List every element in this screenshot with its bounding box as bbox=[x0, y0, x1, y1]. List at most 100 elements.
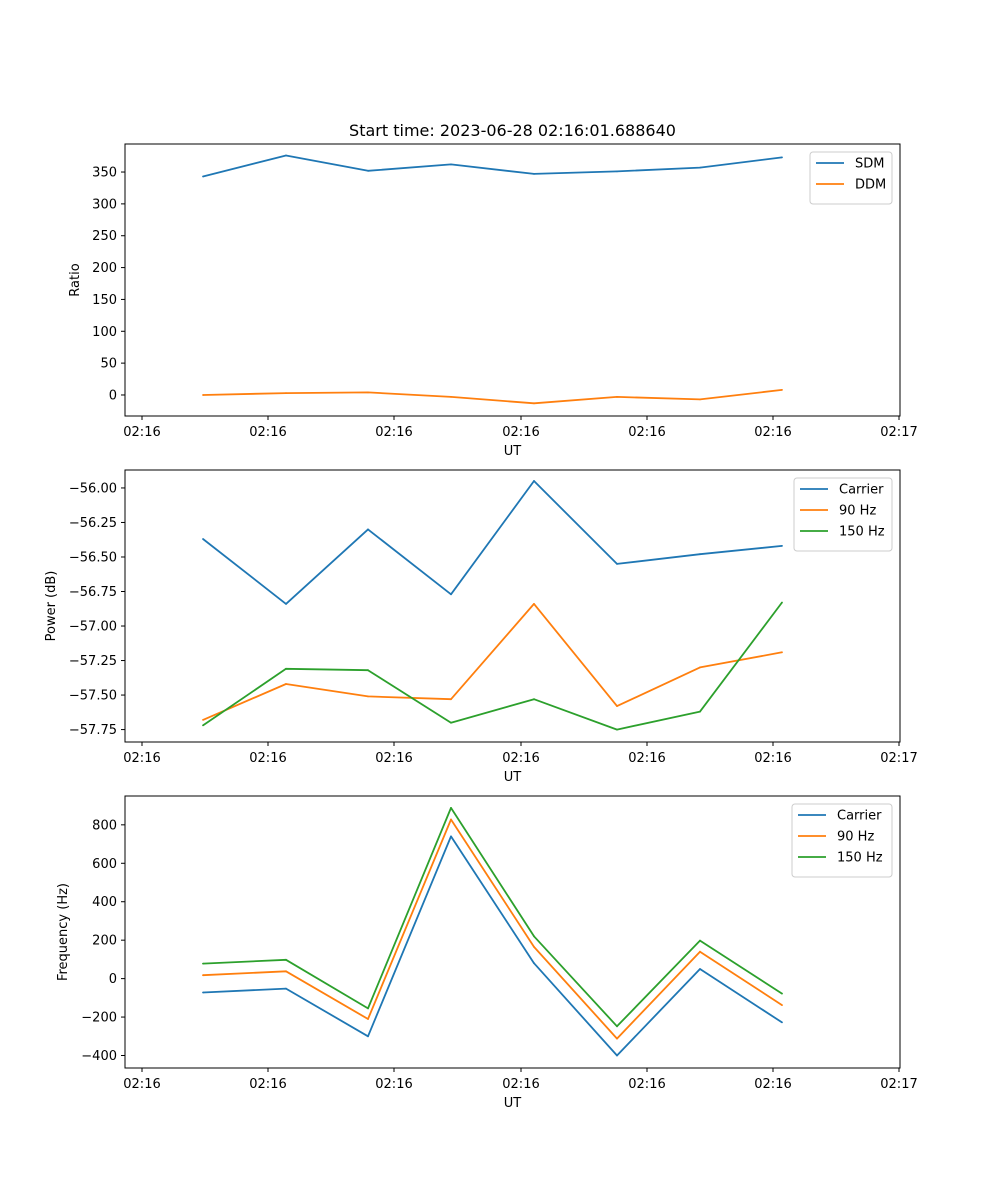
data-point bbox=[285, 667, 287, 670]
data-point bbox=[285, 392, 287, 394]
y-axis-label: Ratio bbox=[68, 263, 83, 296]
data-point bbox=[781, 1004, 783, 1006]
data-point bbox=[781, 156, 783, 159]
series-line-150-hz bbox=[202, 601, 783, 731]
plot-frame bbox=[124, 143, 901, 417]
data-point bbox=[781, 601, 783, 604]
x-tick-label: 02:16 bbox=[754, 751, 791, 766]
y-tick-label: 150 bbox=[92, 293, 117, 308]
data-point bbox=[533, 603, 535, 605]
data-point bbox=[367, 669, 369, 672]
figure-title: Start time: 2023-06-28 02:16:01.688640 bbox=[349, 121, 676, 140]
data-point bbox=[367, 528, 369, 531]
legend-label: Carrier bbox=[839, 483, 884, 498]
x-tick-label: 02:16 bbox=[628, 1077, 665, 1092]
data-point bbox=[285, 683, 287, 685]
data-point bbox=[781, 545, 783, 547]
x-tick-label: 02:16 bbox=[123, 1077, 160, 1092]
data-point bbox=[367, 391, 369, 394]
y-tick-label: −57.75 bbox=[69, 723, 117, 738]
legend-box bbox=[793, 477, 893, 552]
x-tick-label: 02:16 bbox=[375, 751, 412, 766]
x-tick-label: 02:16 bbox=[249, 425, 286, 440]
data-point bbox=[616, 705, 618, 707]
data-point bbox=[699, 939, 701, 942]
y-tick-label: −56.00 bbox=[69, 481, 117, 496]
data-point bbox=[450, 593, 452, 596]
data-point bbox=[202, 719, 204, 721]
data-point bbox=[616, 396, 618, 398]
y-tick-label: −56.25 bbox=[69, 516, 117, 531]
frequency-panel: 02:16 02:16 02:16 02:16 02:16 02:16 02:17 −400 −… bbox=[56, 795, 918, 1111]
x-tick-label: 02:16 bbox=[754, 1077, 791, 1092]
data-point bbox=[781, 992, 783, 995]
data-point bbox=[367, 1035, 369, 1038]
y-tick-label: 250 bbox=[92, 229, 117, 244]
data-point bbox=[533, 946, 535, 948]
data-point bbox=[202, 724, 204, 727]
x-tick-label: 02:16 bbox=[123, 425, 160, 440]
x-tick-label: 02:17 bbox=[880, 425, 917, 440]
data-point bbox=[533, 698, 535, 701]
x-tick-label: 02:16 bbox=[502, 1077, 539, 1092]
legend-label: SDM bbox=[855, 157, 884, 172]
y-tick-label: −56.75 bbox=[69, 585, 117, 600]
data-point bbox=[699, 950, 701, 953]
data-point bbox=[367, 169, 369, 172]
data-point bbox=[285, 603, 287, 605]
data-point bbox=[616, 1054, 618, 1057]
data-point bbox=[699, 968, 701, 970]
data-point bbox=[450, 163, 452, 166]
x-axis-label: UT bbox=[504, 1096, 522, 1111]
x-tick-label: 02:16 bbox=[754, 425, 791, 440]
y-tick-label: 200 bbox=[92, 934, 117, 949]
legend-box bbox=[791, 803, 893, 878]
data-point bbox=[616, 170, 618, 173]
data-point bbox=[533, 962, 535, 965]
y-tick-label: 0 bbox=[109, 388, 117, 403]
legend-label: 90 Hz bbox=[839, 504, 876, 519]
data-point bbox=[616, 563, 618, 565]
x-tick-label: 02:16 bbox=[375, 1077, 412, 1092]
x-tick-label: 02:16 bbox=[502, 751, 539, 766]
x-tick-label: 02:16 bbox=[502, 425, 539, 440]
power-panel: 02:16 02:16 02:16 02:16 02:16 02:16 02:17 −57.7… bbox=[44, 469, 918, 785]
data-point bbox=[285, 154, 287, 157]
x-tick-label: 02:16 bbox=[249, 751, 286, 766]
data-point bbox=[202, 538, 204, 540]
data-point bbox=[202, 175, 204, 178]
data-point bbox=[533, 935, 535, 938]
data-point bbox=[202, 962, 204, 965]
y-tick-label: 50 bbox=[100, 357, 117, 372]
legend-box bbox=[809, 151, 893, 205]
series-line-sdm bbox=[202, 154, 783, 178]
series-line-150-hz bbox=[202, 807, 783, 1028]
series-line-ddm bbox=[202, 389, 783, 405]
y-tick-label: 600 bbox=[92, 857, 117, 872]
data-point bbox=[285, 970, 287, 973]
x-tick-label: 02:16 bbox=[123, 751, 160, 766]
data-point bbox=[367, 1018, 369, 1020]
y-tick-label: −400 bbox=[81, 1049, 117, 1064]
data-point bbox=[450, 721, 452, 724]
data-point bbox=[450, 698, 452, 701]
data-point bbox=[699, 666, 701, 669]
y-axis-label: Power (dB) bbox=[44, 571, 59, 642]
data-point bbox=[533, 173, 535, 175]
legend-label: DDM bbox=[855, 178, 886, 193]
data-point bbox=[202, 974, 204, 977]
data-point bbox=[616, 728, 618, 731]
data-point bbox=[285, 958, 287, 961]
y-tick-label: 0 bbox=[109, 972, 117, 987]
legend-label: 150 Hz bbox=[839, 525, 885, 540]
data-point bbox=[367, 695, 369, 698]
x-tick-label: 02:16 bbox=[375, 425, 412, 440]
y-tick-label: 350 bbox=[92, 166, 117, 181]
data-point bbox=[781, 1021, 783, 1024]
series-line-90-hz bbox=[202, 603, 783, 721]
x-tick-label: 02:16 bbox=[628, 425, 665, 440]
x-tick-label: 02:17 bbox=[880, 751, 917, 766]
x-tick-label: 02:17 bbox=[880, 1077, 917, 1092]
legend-label: 150 Hz bbox=[837, 851, 883, 866]
ratio-panel: 02:16 02:16 02:16 02:16 02:16 02:16 02:17 0 50 10… bbox=[68, 143, 918, 459]
